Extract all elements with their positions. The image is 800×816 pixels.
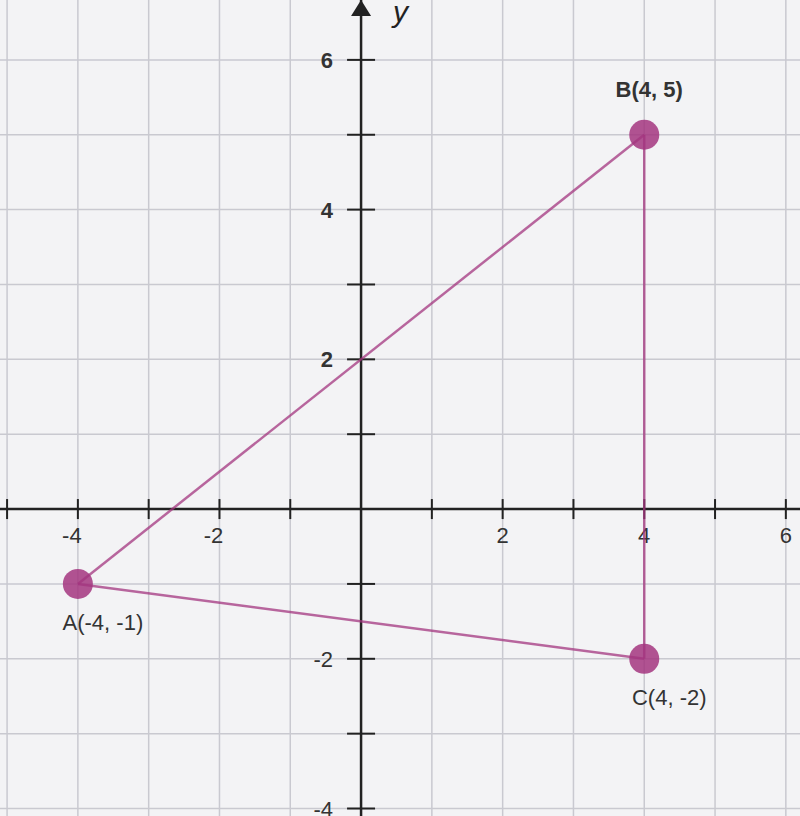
grid-line (290, 0, 292, 816)
tick-labels: -4-2246-4-2246 (62, 48, 792, 816)
point-label: C(4, -2) (632, 685, 707, 710)
vertex (629, 644, 659, 674)
edge (78, 135, 644, 584)
tick-mark (148, 499, 150, 519)
grid-line (0, 134, 800, 136)
grid-line (0, 583, 800, 585)
edge (643, 135, 646, 659)
tick-mark (77, 499, 79, 519)
grid-line (0, 433, 800, 435)
tick-mark (289, 499, 291, 519)
grid-line (502, 0, 504, 816)
grid-line (0, 59, 800, 61)
tick-label: 6 (780, 523, 792, 548)
axis-label: y (391, 0, 410, 28)
tick-mark (347, 134, 375, 136)
tick-mark (347, 283, 375, 285)
tick-mark (347, 808, 375, 810)
tick-mark (572, 499, 574, 519)
tick-mark (714, 499, 716, 519)
tick-mark (347, 733, 375, 735)
tick-mark (785, 499, 787, 519)
grid-line (148, 0, 150, 816)
tick-label: -4 (62, 523, 82, 548)
axes (0, 0, 800, 816)
tick-label: -2 (204, 523, 224, 548)
tick-label: 4 (321, 198, 334, 223)
grid-line (77, 0, 79, 816)
tick-mark (347, 209, 375, 211)
grid-line (785, 0, 787, 816)
tick-mark (6, 499, 8, 519)
grid-line (0, 658, 800, 660)
plot-area (63, 120, 659, 674)
background (0, 0, 800, 816)
x-axis (0, 508, 800, 511)
point-labels: A(-4, -1) B(4, 5) C(4, -2) (63, 77, 707, 710)
grid (0, 0, 800, 816)
grid-line (0, 733, 800, 735)
grid-line (0, 359, 800, 361)
tick-mark (347, 583, 375, 585)
tick-mark (347, 658, 375, 660)
grid-line (0, 284, 800, 286)
tick-mark (218, 499, 220, 519)
vertex (63, 569, 93, 599)
chart: y-4-2246-4-2246A(-4, -1)B(4, 5)C(4, -2) (0, 0, 800, 816)
grid-line (0, 808, 800, 810)
tick-label: -2 (313, 647, 333, 672)
y-axis (360, 0, 363, 816)
tick-label: 6 (321, 48, 333, 73)
grid-line (219, 0, 221, 816)
tick-label: 2 (321, 347, 333, 372)
point-label: B(4, 5) (616, 77, 683, 102)
grid-line (714, 0, 716, 816)
tick-mark (347, 433, 375, 435)
point-label: A(-4, -1) (63, 610, 144, 635)
chart-root: y-4-2246-4-2246A(-4, -1)B(4, 5)C(4, -2) (0, 0, 800, 816)
tick-mark (431, 499, 433, 519)
y-axis-arrow (351, 0, 371, 16)
grid-line (573, 0, 575, 816)
tick-mark (502, 499, 504, 519)
tick-mark (347, 59, 375, 61)
grid-line (0, 209, 800, 211)
vertex (629, 120, 659, 150)
grid-line (6, 0, 8, 816)
tick-label: 2 (497, 523, 509, 548)
grid-line (431, 0, 433, 816)
tick-label: -4 (313, 797, 333, 816)
edge (78, 584, 644, 659)
